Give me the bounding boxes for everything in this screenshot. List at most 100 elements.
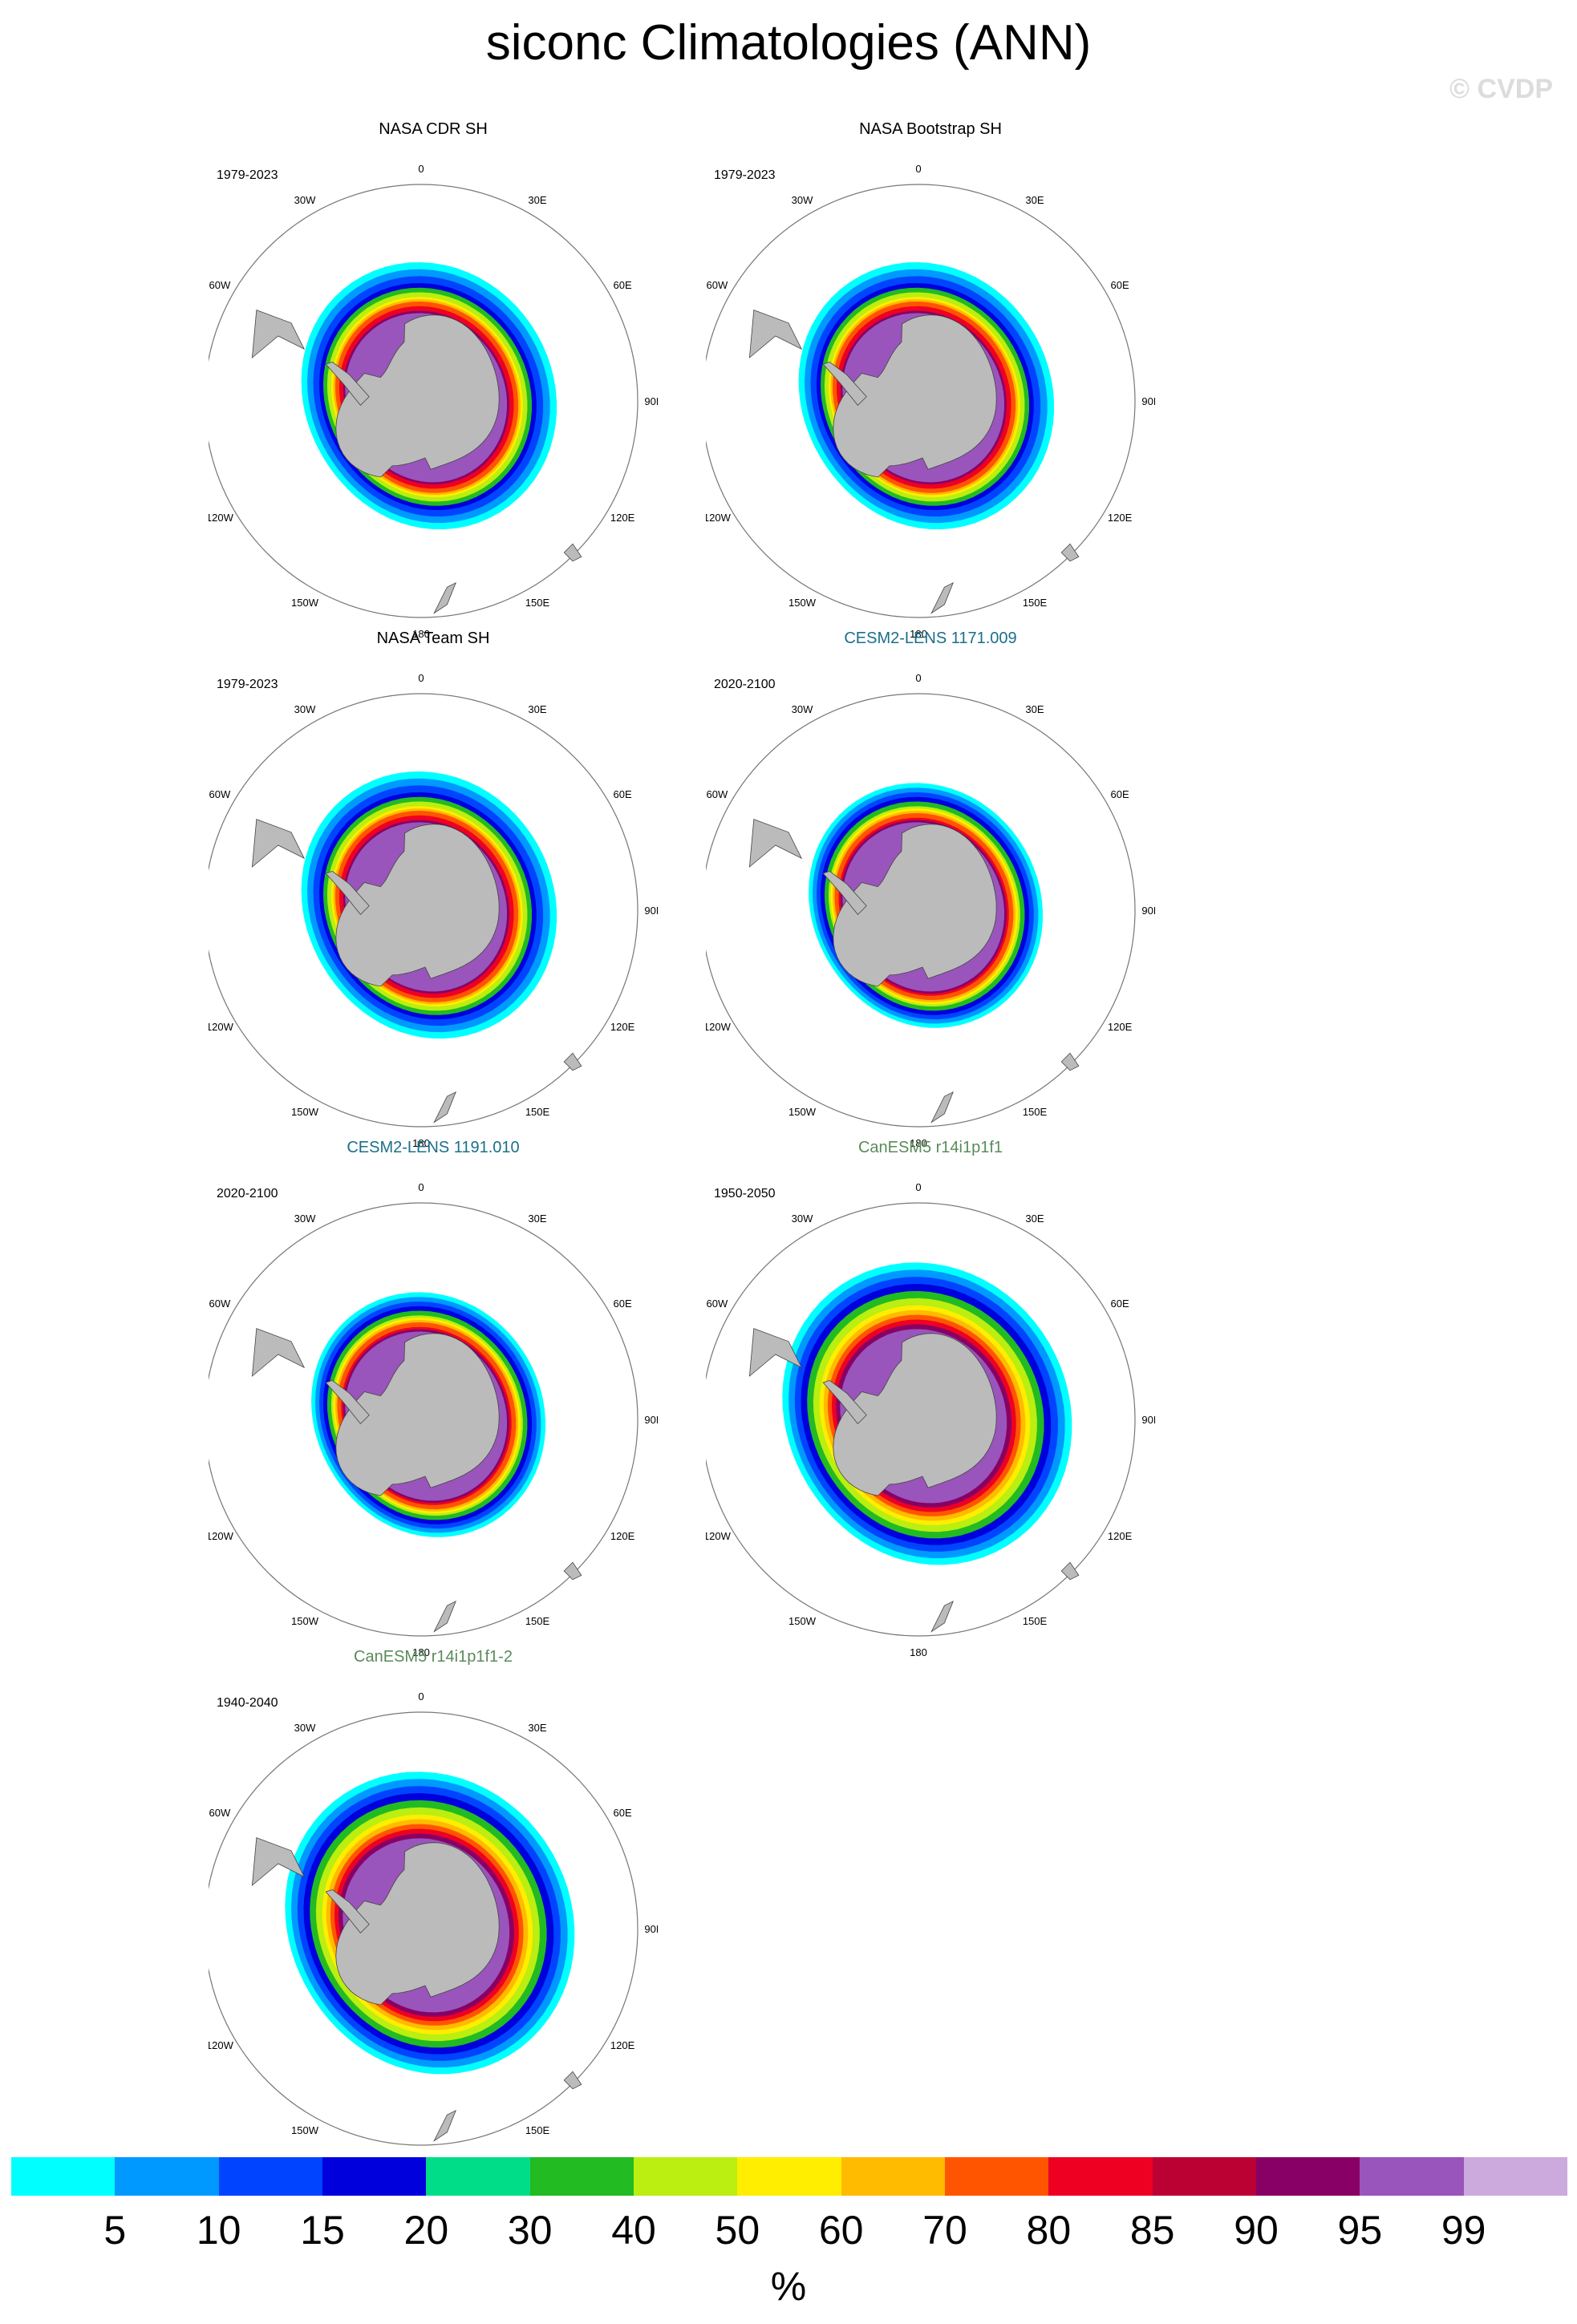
- longitude-label: 30E: [528, 1213, 546, 1225]
- colorbar-swatch: [426, 2157, 530, 2196]
- colorbar-swatch: [841, 2157, 945, 2196]
- longitude-label: 180: [412, 628, 430, 640]
- tasmania-land: [563, 2071, 582, 2090]
- panel-title: NASA Bootstrap SH: [859, 120, 1002, 138]
- polar-map: 030E60E90E120E150E180150W120W90W60W30W: [209, 1690, 658, 2168]
- longitude-label: 90E: [644, 1923, 658, 1935]
- longitude-label: 30E: [1025, 703, 1044, 715]
- tasmania-land: [563, 1561, 582, 1581]
- panel-period: 1979-2023: [217, 168, 278, 182]
- longitude-label: 60W: [209, 1807, 231, 1819]
- colorbar-tick-label: 60: [818, 2208, 864, 2253]
- longitude-label: 30W: [294, 1722, 316, 1734]
- longitude-label: 0: [915, 1181, 921, 1193]
- longitude-label: 150W: [788, 1106, 817, 1118]
- colorbar-units: %: [770, 2264, 807, 2309]
- longitude-label: 180: [910, 628, 927, 640]
- map-panel: CESM2-LENS 1171.009 2020-2100 0 30E 60E 90E 12…: [706, 630, 1404, 1149]
- longitude-label: 30E: [1025, 1213, 1044, 1225]
- colorbar-swatch: [218, 2157, 322, 2196]
- antarctica-land: [335, 314, 500, 478]
- panel-period: 1979-2023: [217, 678, 278, 691]
- antarctica-land: [833, 1333, 997, 1496]
- longitude-label: 180: [910, 1137, 927, 1149]
- panel-period: 1940-2040: [217, 1696, 278, 1710]
- colorbar-tick-label: 95: [1337, 2208, 1383, 2253]
- panel-title: NASA CDR SH: [379, 120, 488, 138]
- colorbar-swatch: [115, 2157, 219, 2196]
- colorbar-swatch: [737, 2157, 841, 2196]
- south-america-land: [251, 819, 306, 868]
- colorbar-tick-label: 99: [1441, 2208, 1486, 2253]
- longitude-label: 150W: [788, 1615, 817, 1627]
- map-panel: CanESM5 r14i1p1f1 1950-2050 0 30E 60E 90E 120E…: [706, 1139, 1404, 1658]
- longitude-label: 60E: [1111, 788, 1129, 800]
- longitude-label: 90E: [1141, 395, 1155, 407]
- longitude-label: 60E: [614, 788, 632, 800]
- panel-period: 1979-2023: [714, 168, 776, 182]
- colorbar-swatch: [633, 2157, 738, 2196]
- panel-period: 2020-2100: [714, 678, 776, 691]
- longitude-label: 120E: [1108, 1530, 1133, 1542]
- colorbar-tick-label: 70: [922, 2208, 967, 2253]
- antarctica-land: [833, 824, 997, 987]
- south-america-land: [748, 819, 803, 868]
- colorbar-tick-label: 20: [403, 2208, 449, 2253]
- new-zealand-land: [433, 1600, 456, 1633]
- colorbar-tick-label: 30: [507, 2208, 553, 2253]
- longitude-label: 0: [915, 672, 921, 684]
- longitude-label: 180: [910, 1646, 927, 1658]
- panel-title: NASA Team SH: [376, 630, 490, 647]
- longitude-label: 150E: [1023, 1615, 1048, 1627]
- longitude-label: 180: [412, 1646, 430, 1658]
- longitude-label: 120E: [1108, 512, 1133, 524]
- colorbar-swatch: [944, 2157, 1049, 2196]
- antarctic-peninsula: [822, 1379, 867, 1424]
- longitude-label: 120E: [1108, 1021, 1133, 1033]
- antarctic-peninsula: [325, 870, 370, 915]
- longitude-label: 60W: [209, 1298, 231, 1310]
- antarctic-peninsula: [325, 1889, 370, 1933]
- colorbar-tick-label: 50: [715, 2208, 760, 2253]
- longitude-label: 0: [418, 163, 424, 175]
- longitude-label: 150W: [291, 2124, 319, 2136]
- colorbar-tick-label: 80: [1026, 2208, 1072, 2253]
- longitude-label: 30E: [528, 703, 546, 715]
- longitude-label: 60E: [614, 1298, 632, 1310]
- new-zealand-land: [930, 1091, 954, 1124]
- longitude-label: 150E: [525, 1615, 550, 1627]
- longitude-label: 120W: [209, 512, 234, 524]
- longitude-label: 150E: [1023, 1106, 1048, 1118]
- panel-title: CESM2-LENS 1191.010: [347, 1139, 520, 1156]
- antarctic-peninsula: [325, 361, 370, 406]
- longitude-label: 150W: [291, 1106, 319, 1118]
- longitude-label: 60E: [1111, 1298, 1129, 1310]
- longitude-label: 150E: [525, 597, 550, 609]
- tasmania-land: [563, 1052, 582, 1071]
- longitude-label: 120W: [706, 512, 732, 524]
- colorbar-tick-label: 40: [611, 2208, 656, 2253]
- longitude-label: 30W: [792, 1213, 813, 1225]
- polar-map: 030E60E90E120E150E180150W120W90W60W30W: [706, 672, 1155, 1149]
- colorbar-tick-label: 5: [103, 2208, 127, 2253]
- longitude-label: 0: [418, 672, 424, 684]
- colorbar-swatch: [1048, 2157, 1153, 2196]
- longitude-label: 30W: [792, 194, 813, 206]
- colorbar-tick-label: 15: [300, 2208, 345, 2253]
- antarctica-land: [335, 1333, 500, 1496]
- longitude-label: 150E: [525, 1106, 550, 1118]
- antarctica-land: [335, 1842, 500, 2006]
- longitude-label: 120W: [706, 1021, 732, 1033]
- new-zealand-land: [930, 1600, 954, 1633]
- longitude-label: 0: [915, 163, 921, 175]
- colorbar-tick-label: 10: [196, 2208, 241, 2253]
- map-panel: CESM2-LENS 1191.010 2020-2100 0 30E 60E 90E 12…: [209, 1139, 906, 1658]
- longitude-label: 90E: [1141, 1414, 1155, 1426]
- longitude-label: 90E: [1141, 905, 1155, 917]
- longitude-label: 120E: [610, 2039, 635, 2051]
- antarctic-peninsula: [822, 361, 867, 406]
- colorbar: [11, 2157, 1567, 2199]
- longitude-label: 150E: [1023, 597, 1048, 609]
- longitude-label: 30E: [528, 194, 546, 206]
- new-zealand-land: [433, 2109, 456, 2142]
